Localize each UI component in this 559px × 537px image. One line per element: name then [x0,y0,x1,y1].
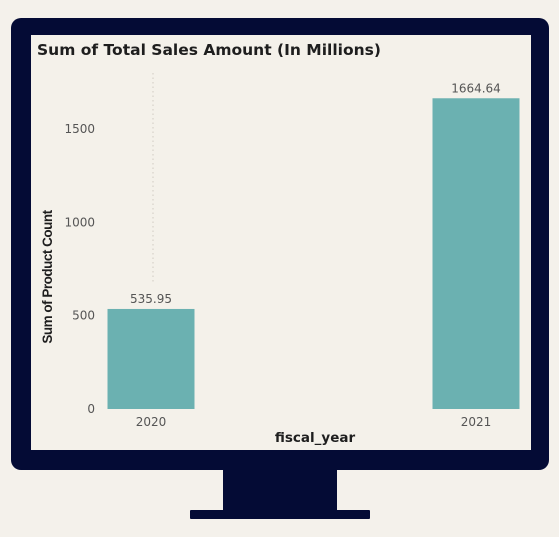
y-tick-label: 0 [87,402,95,416]
y-axis-title: Sum of Product Count [40,209,55,343]
chart-panel: Sum of Total Sales Amount (In Millions) … [31,35,531,450]
bar-chart: 0 500 1000 1500 2020 2021 535.95 1664.64 Sum … [40,73,520,446]
x-tick-label: 2021 [461,415,492,429]
bar-2021[interactable] [432,98,520,409]
x-tick-label: 2020 [136,415,167,429]
y-axis-ticks: 0 500 1000 1500 [64,122,95,416]
x-axis-ticks: 2020 2021 [136,415,492,429]
data-label-2021: 1664.64 [451,81,501,95]
y-tick-label: 1500 [64,122,95,136]
monitor-stand-base [190,510,370,519]
y-tick-label: 500 [72,309,95,323]
bar-2020[interactable] [107,308,195,409]
chart-title: Sum of Total Sales Amount (In Millions) [37,41,381,59]
y-tick-label: 1000 [64,215,95,229]
data-label-2020: 535.95 [130,292,172,306]
data-labels: 535.95 1664.64 [130,81,501,306]
monitor-stand-neck [223,468,337,512]
x-axis-title: fiscal_year [275,430,356,446]
bars [107,73,520,409]
